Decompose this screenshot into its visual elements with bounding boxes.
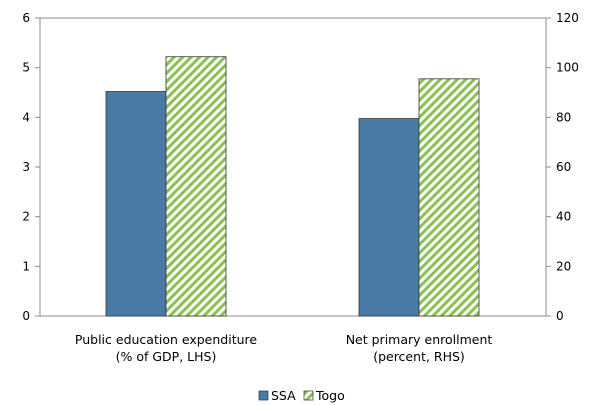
- left-tick-label: 3: [22, 160, 30, 174]
- right-tick-label: 120: [556, 11, 579, 25]
- right-axis: 0 20 40 60 80 100 120: [546, 11, 579, 323]
- category-labels: Public education expenditure (% of GDP, L…: [75, 332, 492, 364]
- bar-ssa-2: [358, 118, 420, 317]
- bar-togo-2: [418, 78, 480, 317]
- legend: SSA Togo: [258, 388, 345, 403]
- right-tick-label: 80: [556, 110, 571, 124]
- bar-togo-1: [165, 56, 227, 317]
- right-tick-label: 20: [556, 259, 571, 273]
- legend-swatch-togo: [303, 390, 314, 401]
- left-tick-label: 6: [22, 11, 30, 25]
- bars-group: [105, 56, 480, 317]
- left-tick-label: 4: [22, 110, 30, 124]
- left-tick-label: 0: [22, 309, 30, 323]
- right-tick-label: 0: [556, 309, 564, 323]
- left-tick-label: 5: [22, 61, 30, 75]
- legend-label-togo: Togo: [315, 388, 345, 403]
- right-tick-label: 100: [556, 61, 579, 75]
- legend-label-ssa: SSA: [271, 388, 296, 403]
- left-tick-label: 1: [22, 259, 30, 273]
- category-label-1: Public education expenditure (% of GDP, L…: [75, 332, 257, 364]
- right-tick-label: 40: [556, 210, 571, 224]
- legend-swatch-ssa: [258, 390, 269, 401]
- left-axis: 0 1 2 3 4 5 6: [22, 11, 40, 323]
- bar-ssa-1: [105, 91, 167, 317]
- right-tick-label: 60: [556, 160, 571, 174]
- left-tick-label: 2: [22, 210, 30, 224]
- category-label-2: Net primary enrollment (percent, RHS): [346, 332, 493, 364]
